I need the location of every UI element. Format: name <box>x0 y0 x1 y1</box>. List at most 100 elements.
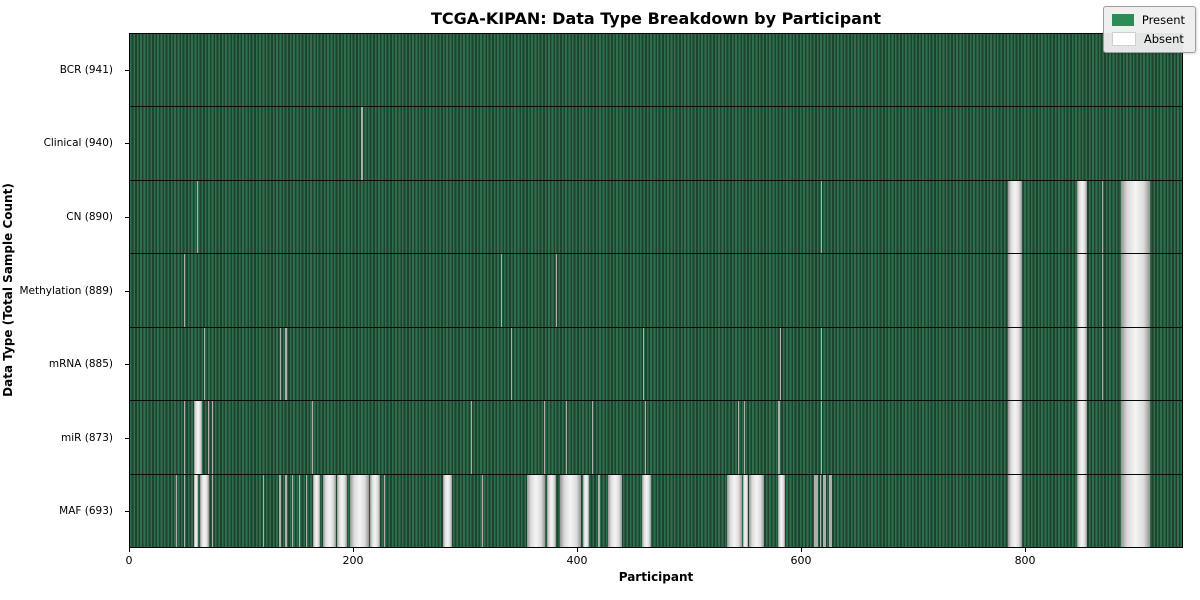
absent-stripe <box>1120 180 1150 254</box>
absent-stripe <box>443 474 452 547</box>
legend-item-absent: Absent <box>1111 32 1185 46</box>
absent-stripe <box>608 474 622 547</box>
absent-stripe <box>820 180 822 254</box>
y-tick-mark <box>125 511 129 513</box>
absent-stripe <box>203 327 205 401</box>
y-tick-mark <box>125 69 129 71</box>
absent-stripe <box>543 401 545 474</box>
absent-stripe <box>1007 401 1023 474</box>
y-tick-label-Clinical: Clinical (940) <box>43 137 113 150</box>
absent-stripe <box>263 474 265 547</box>
x-tick-label: 800 <box>1014 554 1036 567</box>
plot-area <box>129 33 1183 548</box>
absent-stripe <box>211 401 213 474</box>
heatmap-row-miR <box>130 401 1182 475</box>
absent-stripe <box>313 474 321 547</box>
absent-stripe <box>383 474 385 547</box>
absent-stripe <box>175 474 177 547</box>
absent-stripe <box>598 474 600 547</box>
absent-stripe <box>749 474 764 547</box>
y-tick-label-CN: CN (890) <box>66 210 113 223</box>
y-tick-label-MAF: MAF (693) <box>59 505 113 518</box>
y-tick-mark <box>125 143 129 145</box>
absent-stripe <box>1120 327 1150 401</box>
x-tick-container: 0 200 400 600 800 <box>125 548 1183 578</box>
x-tick-label: 600 <box>790 554 812 567</box>
absent-stripe <box>1101 254 1103 327</box>
absent-stripe <box>193 474 199 547</box>
absent-stripe <box>526 474 545 547</box>
absent-stripe <box>470 401 473 474</box>
absent-stripe <box>278 474 281 547</box>
present-swatch-icon <box>1111 14 1134 26</box>
absent-stripe <box>814 474 818 547</box>
chart-title: TCGA-KIPAN: Data Type Breakdown by Parti… <box>431 9 881 28</box>
absent-stripe <box>820 327 822 401</box>
absent-stripe <box>819 474 821 547</box>
y-tick-label-Methylation: Methylation (889) <box>19 284 113 297</box>
absent-stripe <box>582 474 590 547</box>
absent-stripe <box>197 180 199 254</box>
absent-stripe <box>208 401 210 474</box>
absent-stripe <box>1007 474 1023 547</box>
absent-stripe <box>336 474 347 547</box>
absent-stripe <box>183 254 185 327</box>
heatmap-row-MAF <box>130 474 1182 547</box>
absent-stripe <box>1120 254 1150 327</box>
absent-stripe <box>1076 327 1087 401</box>
legend: Present Absent <box>1102 6 1196 53</box>
absent-stripe <box>1007 254 1023 327</box>
absent-stripe <box>742 474 749 547</box>
absent-stripe <box>298 474 300 547</box>
absent-stripe <box>778 474 786 547</box>
x-tick-mark <box>129 548 130 552</box>
absent-stripe <box>1120 401 1150 474</box>
absent-stripe <box>1007 180 1023 254</box>
absent-stripe <box>312 401 314 474</box>
y-tick-label-mRNA: mRNA (885) <box>48 358 113 371</box>
absent-stripe <box>200 474 210 547</box>
x-axis-label: Participant <box>618 570 694 584</box>
absent-stripe <box>323 474 336 547</box>
x-tick-label: 0 <box>125 554 133 567</box>
absent-stripe <box>370 474 381 547</box>
y-tick-mark <box>125 216 129 218</box>
heatmap-row-Methylation <box>130 254 1182 328</box>
absent-stripe <box>560 474 581 547</box>
x-tick-mark <box>801 548 803 552</box>
absent-stripe <box>1101 327 1103 401</box>
absent-stripe <box>285 474 287 547</box>
absent-stripe <box>778 401 780 474</box>
absent-stripe <box>1076 401 1087 474</box>
absent-stripe <box>738 401 740 474</box>
absent-stripe <box>350 474 370 547</box>
absent-stripe <box>501 254 503 327</box>
absent-stripe <box>1120 474 1150 547</box>
heatmap-row-mRNA <box>130 327 1182 402</box>
absent-stripe <box>285 327 287 401</box>
absent-stripe <box>820 401 822 474</box>
legend-item-present: Present <box>1111 13 1185 27</box>
absent-stripe <box>511 327 513 401</box>
y-tick-label-BCR: BCR (941) <box>59 63 113 76</box>
heatmap-row-CN <box>130 180 1182 255</box>
heatmap-row-Clinical <box>130 107 1182 181</box>
absent-stripe <box>1007 327 1023 401</box>
absent-stripe <box>823 474 827 547</box>
absent-stripe <box>645 401 647 474</box>
absent-stripe <box>555 254 558 327</box>
absent-stripe <box>183 474 185 547</box>
y-tick-label-miR: miR (873) <box>60 431 113 444</box>
absent-stripe <box>361 107 363 180</box>
absent-stripe <box>779 327 781 401</box>
legend-label-absent: Absent <box>1143 32 1184 46</box>
y-tick-mark <box>125 290 129 292</box>
heatmap-row-BCR <box>130 34 1182 108</box>
absent-stripe <box>305 474 307 547</box>
y-tick-labels: BCR (941) Clinical (940) CN (890) Methylati… <box>0 33 121 548</box>
absent-stripe <box>193 401 202 474</box>
absent-stripe <box>482 474 484 547</box>
absent-stripe <box>642 474 651 547</box>
x-tick-mark <box>577 548 579 552</box>
